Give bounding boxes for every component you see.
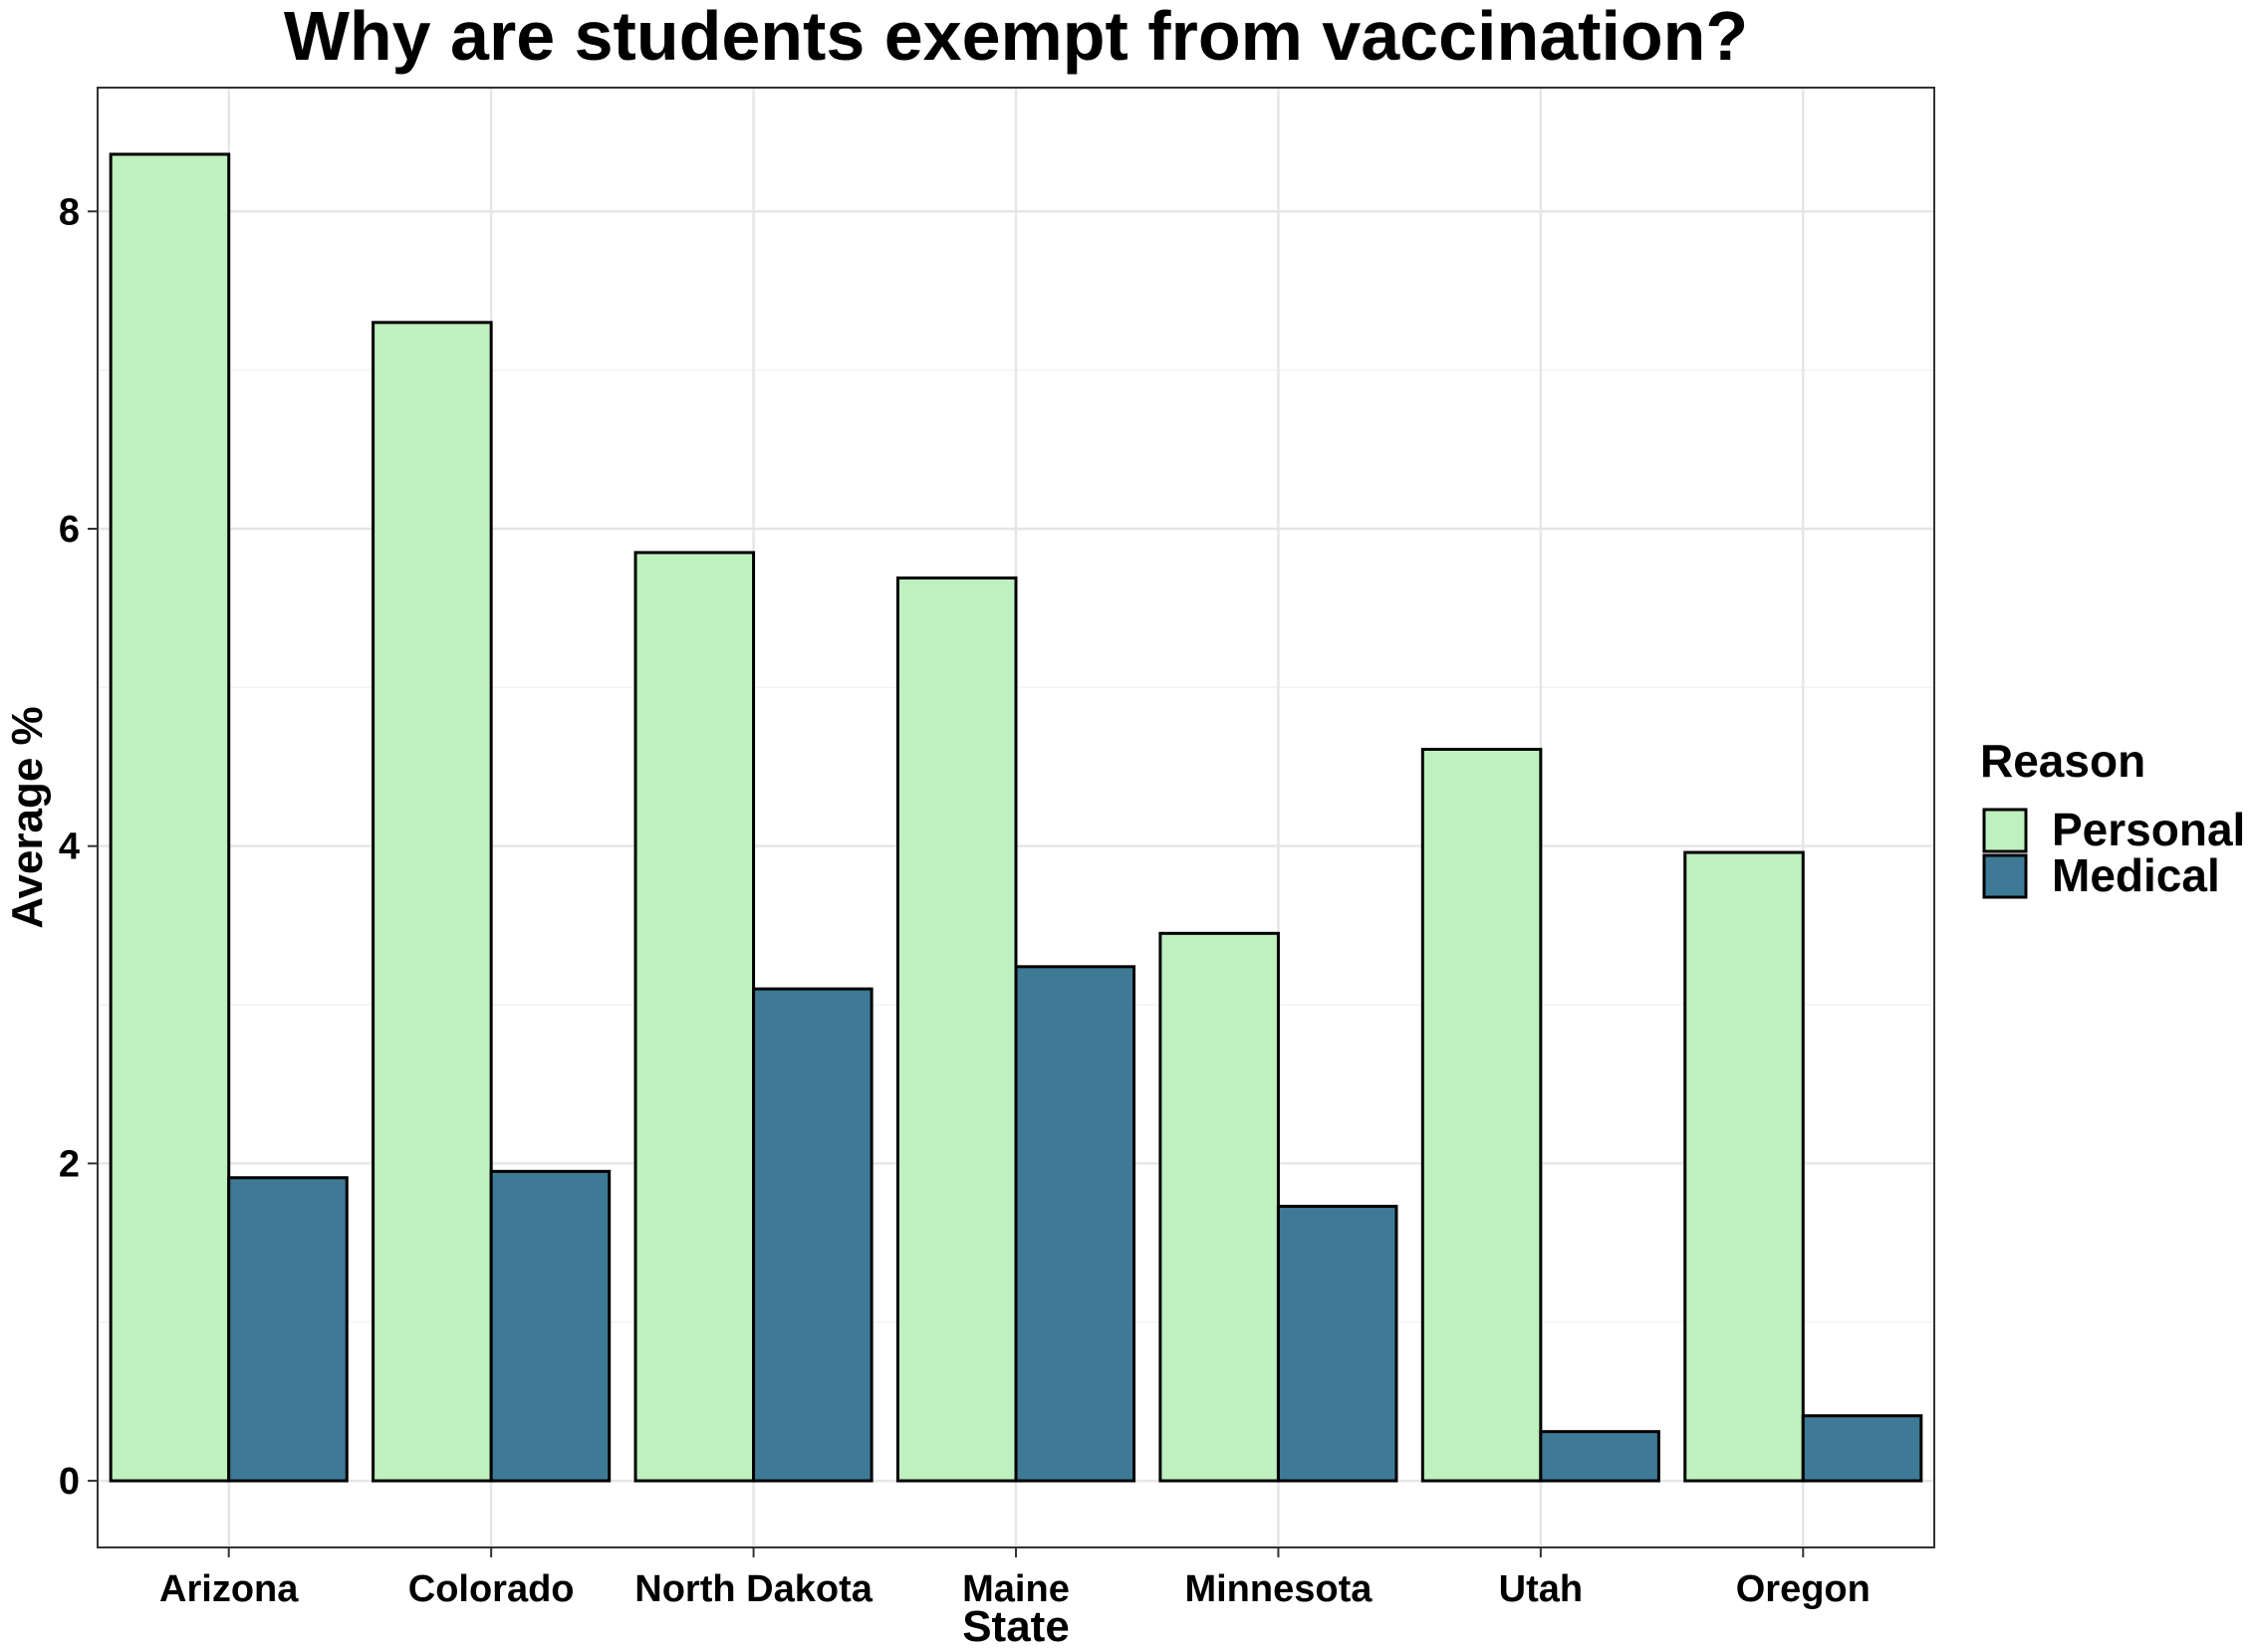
x-tick-label: Colorado bbox=[408, 1568, 575, 1610]
bar-personal-arizona bbox=[109, 152, 231, 1483]
bar-medical-oregon bbox=[1801, 1414, 1923, 1483]
legend-key-medical bbox=[1982, 853, 2028, 899]
bar-medical-utah bbox=[1539, 1430, 1660, 1483]
chart-title: Why are students exempt from vaccination… bbox=[284, 0, 1748, 75]
bar-medical-colorado bbox=[489, 1169, 612, 1483]
y-axis: 0 2 4 6 8 bbox=[59, 191, 98, 1503]
y-tick-label: 2 bbox=[59, 1143, 80, 1185]
x-tick-label: Oregon bbox=[1736, 1568, 1871, 1610]
x-tick-label: Utah bbox=[1499, 1568, 1583, 1610]
bar-personal-oregon bbox=[1683, 850, 1805, 1483]
x-tick-label: Arizona bbox=[159, 1568, 299, 1610]
legend-label-personal: Personal bbox=[2052, 804, 2245, 855]
y-axis-title: Average % bbox=[3, 706, 52, 928]
legend-title: Reason bbox=[1980, 735, 2145, 787]
y-tick-label: 4 bbox=[59, 826, 80, 868]
bar-personal-north-dakota bbox=[633, 551, 756, 1483]
bar-personal-minnesota bbox=[1158, 931, 1280, 1483]
bars bbox=[109, 152, 1923, 1483]
y-tick-label: 0 bbox=[59, 1461, 80, 1503]
y-tick-label: 8 bbox=[59, 191, 80, 233]
bar-medical-north-dakota bbox=[752, 987, 874, 1483]
y-tick-label: 6 bbox=[59, 509, 80, 551]
bar-personal-utah bbox=[1420, 747, 1543, 1483]
bar-personal-maine bbox=[895, 576, 1018, 1483]
legend-key-personal bbox=[1982, 808, 2028, 853]
legend-label-medical: Medical bbox=[2052, 849, 2220, 901]
x-axis: Arizona Colorado North Dakota Maine Minnesot… bbox=[159, 1547, 1871, 1610]
bar-medical-arizona bbox=[227, 1176, 349, 1483]
x-axis-title: State bbox=[962, 1602, 1070, 1647]
x-tick-label: North Dakota bbox=[634, 1568, 873, 1610]
x-tick-label: Minnesota bbox=[1184, 1568, 1373, 1610]
bar-medical-maine bbox=[1014, 965, 1136, 1483]
bar-medical-minnesota bbox=[1276, 1204, 1398, 1483]
bar-personal-colorado bbox=[372, 321, 493, 1483]
x-tick-label: Maine bbox=[962, 1568, 1070, 1610]
